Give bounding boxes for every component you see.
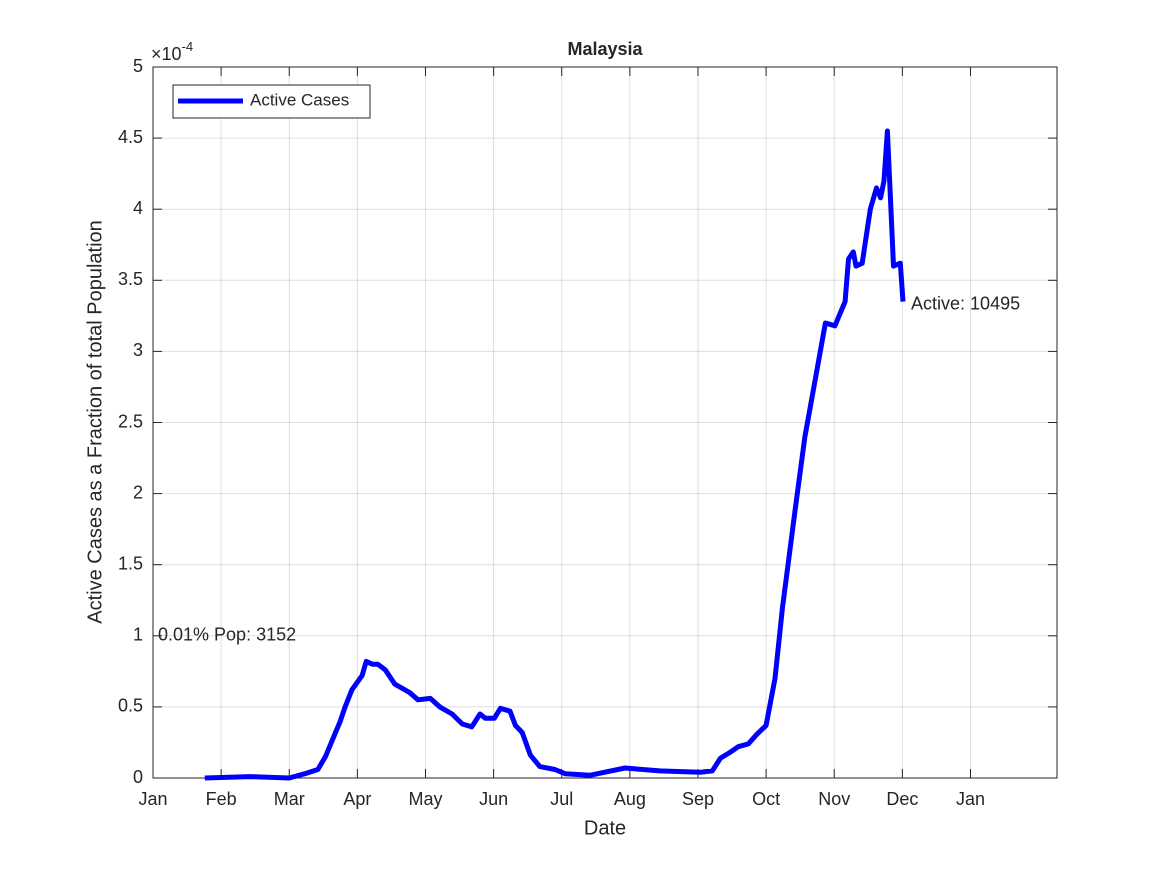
axis-multiplier: ×10-4 — [151, 39, 193, 63]
multiplier-exponent: -4 — [182, 39, 194, 54]
y-tick-label: 3 — [133, 340, 143, 360]
y-tick-label: 0 — [133, 767, 143, 787]
legend-label: Active Cases — [250, 90, 349, 109]
multiplier-base: ×10 — [151, 44, 182, 64]
x-tick-label: Jul — [550, 789, 573, 809]
x-tick-label: Aug — [614, 789, 646, 809]
x-tick-label: Jan — [138, 789, 167, 809]
annotation: Active: 10495 — [911, 293, 1020, 313]
chart-title: Malaysia — [567, 39, 643, 59]
y-tick-label: 5 — [133, 56, 143, 76]
x-tick-label: Jan — [956, 789, 985, 809]
plot-area — [153, 67, 1057, 778]
y-tick-label: 3.5 — [118, 269, 143, 289]
x-tick-label: Dec — [886, 789, 918, 809]
y-tick-label: 2.5 — [118, 411, 143, 431]
y-tick-label: 2 — [133, 482, 143, 502]
x-tick-label: Nov — [818, 789, 850, 809]
x-tick-label: Sep — [682, 789, 714, 809]
axes-box — [152, 66, 1058, 779]
data-line — [204, 128, 906, 781]
y-tick-label: 0.5 — [118, 696, 143, 716]
x-tick-label: May — [408, 789, 442, 809]
x-tick-label: Feb — [206, 789, 237, 809]
y-axis-label: Active Cases as a Fraction of total Popu… — [84, 220, 106, 624]
x-axis-label: Date — [584, 817, 626, 839]
x-tick-label: Mar — [274, 789, 305, 809]
y-tick-label: 4 — [133, 198, 143, 218]
annotation: 0.01% Pop: 3152 — [158, 625, 296, 645]
x-tick-label: Oct — [752, 789, 780, 809]
x-tick-label: Apr — [343, 789, 371, 809]
x-tick-label: Jun — [479, 789, 508, 809]
y-tick-label: 1.5 — [118, 553, 143, 573]
y-tick-label: 1 — [133, 625, 143, 645]
y-tick-label: 4.5 — [118, 127, 143, 147]
